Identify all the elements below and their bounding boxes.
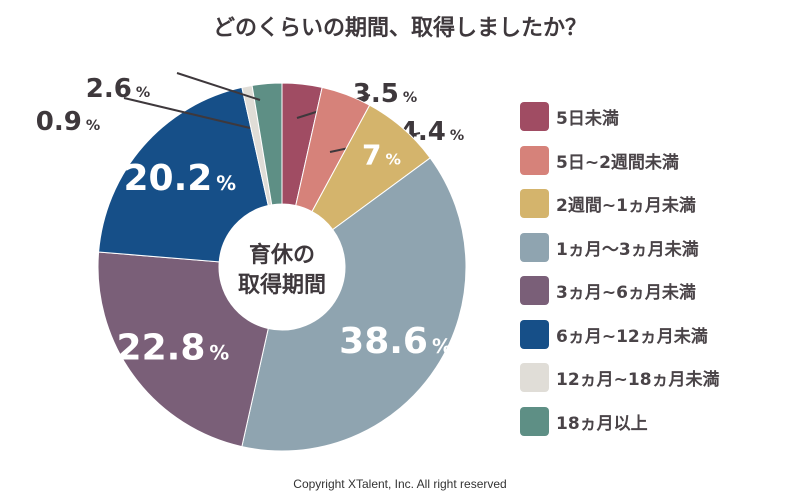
legend-swatch <box>520 319 549 349</box>
legend-label: 5日~2週間未満 <box>556 152 679 173</box>
center-label-1: 取得期間 <box>238 272 326 298</box>
slice-3 <box>241 157 467 452</box>
legend-swatch <box>520 189 549 219</box>
data-label-3: 38.6% <box>339 321 452 362</box>
legend-label: 2週間~1ヵ月未満 <box>556 196 696 217</box>
slice-7 <box>251 82 283 206</box>
legend-item: 3ヵ月~6ヵ月未満 <box>520 269 720 313</box>
legend-label: 12ヵ月~18ヵ月未満 <box>556 370 720 391</box>
legend-swatch <box>520 145 549 175</box>
legend-item: 2週間~1ヵ月未満 <box>520 182 720 226</box>
legend-item: 5日未満 <box>520 95 720 139</box>
legend-label: 3ヵ月~6ヵ月未満 <box>556 283 696 304</box>
donut-hole <box>220 205 344 329</box>
legend-item: 5日~2週間未満 <box>520 139 720 183</box>
legend-label: 18ヵ月以上 <box>556 413 648 434</box>
copyright: Copyright XTalent, Inc. All right reserv… <box>293 477 507 491</box>
chart-title: どのくらいの期間、取得しましたか？ <box>212 16 587 41</box>
legend-swatch <box>520 363 549 393</box>
legend-swatch <box>520 276 549 306</box>
legend: 5日未満 5日~2週間未満 2週間~1ヵ月未満 1ヵ月〜3ヵ月未満 3ヵ月~6ヵ月未満 6… <box>520 95 720 443</box>
data-label-4: 22.8% <box>117 327 230 368</box>
legend-item: 6ヵ月~12ヵ月未満 <box>520 313 720 357</box>
leader-line-6 <box>123 97 251 129</box>
legend-swatch <box>520 406 549 436</box>
data-label-7: 2.6% <box>86 74 150 104</box>
slice-5 <box>98 86 269 263</box>
leader-line-7 <box>176 72 261 101</box>
legend-label: 5日未満 <box>556 109 619 130</box>
data-label-6: 0.9% <box>36 107 100 137</box>
legend-label: 1ヵ月〜3ヵ月未満 <box>556 239 699 260</box>
data-label-0: 3.5% <box>353 79 417 109</box>
data-label-2: 7% <box>362 139 401 172</box>
center-label-0: 育休の <box>249 242 315 268</box>
data-label-5: 20.2% <box>123 158 236 199</box>
legend-swatch <box>520 102 549 132</box>
slice-4 <box>97 251 269 448</box>
legend-item: 18ヵ月以上 <box>520 400 720 444</box>
legend-swatch <box>520 232 549 262</box>
legend-item: 1ヵ月〜3ヵ月未満 <box>520 226 720 270</box>
legend-item: 12ヵ月~18ヵ月未満 <box>520 356 720 400</box>
legend-label: 6ヵ月~12ヵ月未満 <box>556 326 708 347</box>
